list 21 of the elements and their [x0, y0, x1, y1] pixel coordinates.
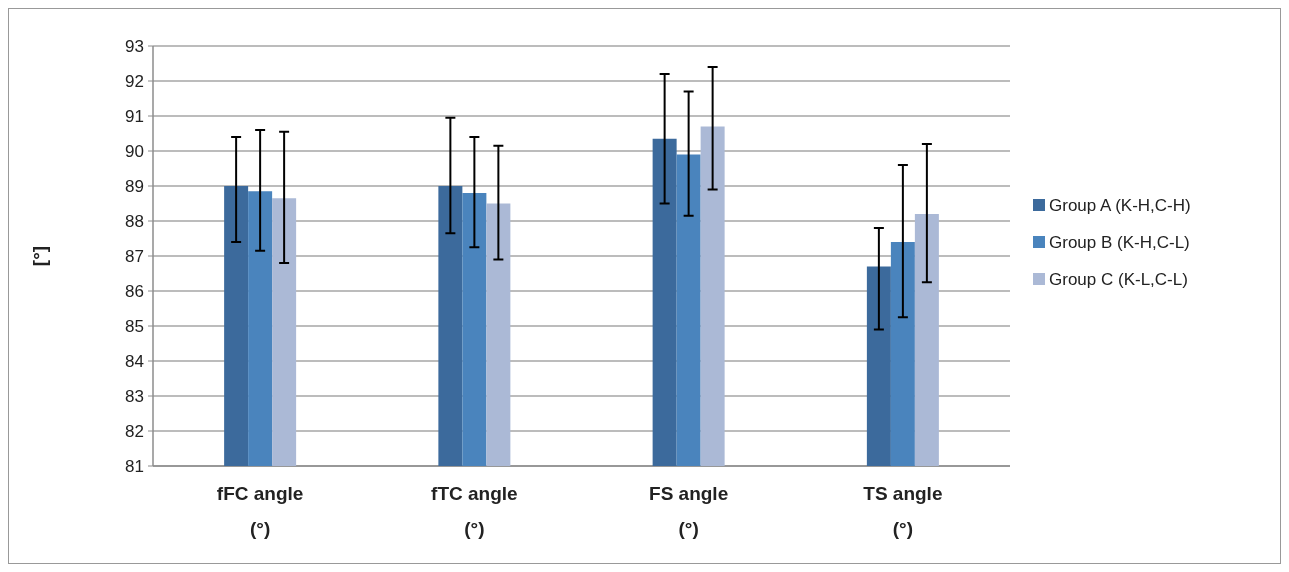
x-tick-label: fFC angle (°) [216, 483, 304, 539]
y-tick-label: 89 [125, 176, 144, 196]
y-axis-title: [°] [29, 245, 50, 267]
y-tick-label: 91 [125, 106, 144, 126]
y-tick-label: 85 [125, 316, 144, 336]
y-tick-label: 93 [125, 36, 144, 56]
y-tick-label: 82 [125, 421, 144, 441]
y-tick-label: 83 [125, 386, 144, 406]
y-tick-label: 87 [125, 246, 144, 266]
y-tick-label: 92 [125, 71, 144, 91]
x-tick-label: TS angle (°) [863, 483, 943, 539]
y-tick-label: 90 [125, 141, 144, 161]
x-tick-label: FS angle (°) [649, 483, 729, 539]
legend-label: Group B (K-H,C-L) [1049, 232, 1190, 252]
legend-label: Group A (K-H,C-H) [1049, 195, 1191, 215]
x-tick-label: fTC angle (°) [431, 483, 518, 539]
y-tick-label: 88 [125, 211, 144, 231]
y-tick-label: 84 [125, 351, 144, 371]
y-tick-label: 81 [125, 456, 144, 476]
y-tick-label: 86 [125, 281, 144, 301]
legend-label: Group C (K-L,C-L) [1049, 269, 1188, 289]
